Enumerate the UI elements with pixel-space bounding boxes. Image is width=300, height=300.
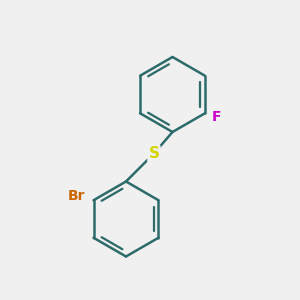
Text: Br: Br: [68, 189, 86, 203]
Text: S: S: [148, 146, 159, 161]
Text: F: F: [212, 110, 221, 124]
